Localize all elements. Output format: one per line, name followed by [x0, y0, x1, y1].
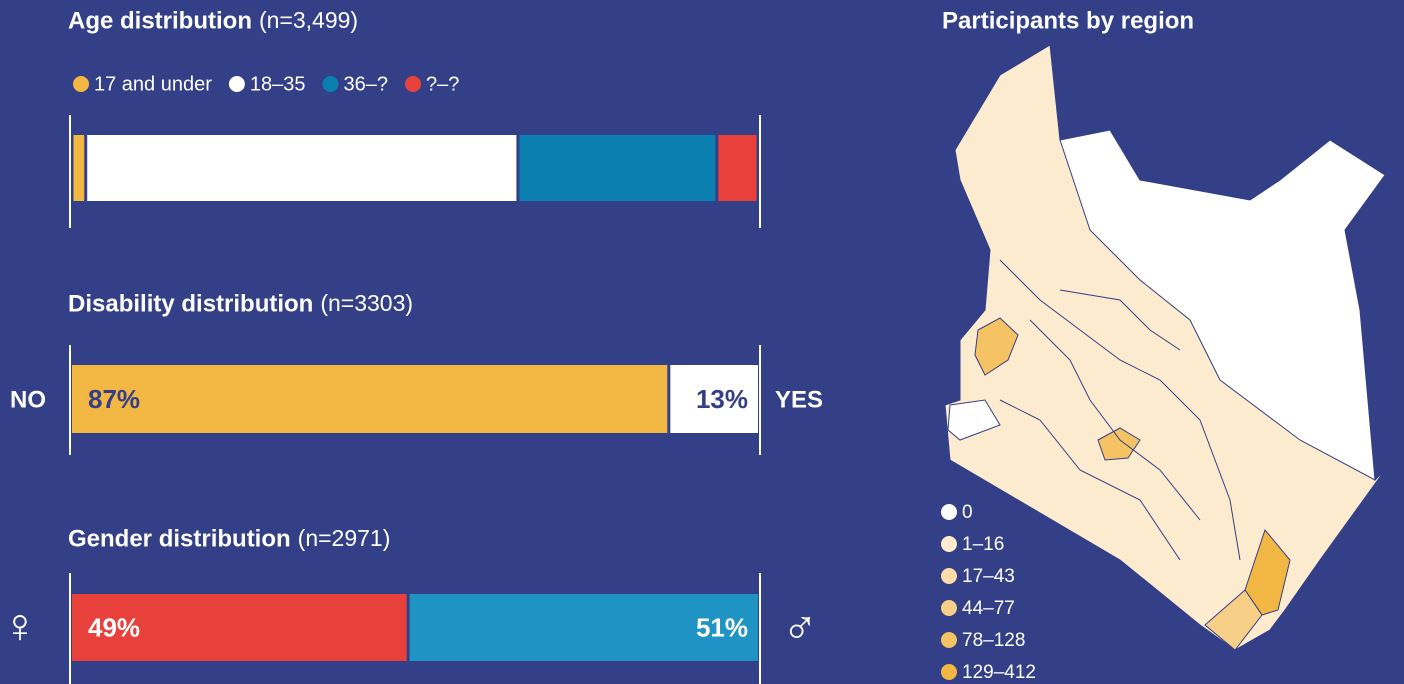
- bar-segment: [72, 594, 407, 661]
- legend-swatch: [941, 600, 957, 616]
- legend-label: 17 and under: [94, 73, 212, 95]
- legend-label: 78–128: [962, 630, 1025, 651]
- chart-title: Age distribution: [68, 7, 252, 34]
- legend-swatch: [322, 76, 339, 92]
- legend-swatch: [941, 536, 957, 552]
- legend-swatch: [941, 504, 957, 520]
- legend-swatch: [941, 632, 957, 648]
- legend-label: 129–412: [962, 662, 1036, 683]
- value-label: 87%: [88, 384, 140, 414]
- kenya-map: [944, 44, 1386, 651]
- map-border: [999, 399, 1181, 561]
- legend-swatch: [405, 76, 422, 92]
- chart-title: Participants by region: [942, 7, 1194, 34]
- chart-subtitle: (n=3303): [320, 290, 413, 316]
- legend-label: 17–43: [962, 566, 1015, 587]
- legend-label: 36–?: [344, 73, 389, 95]
- bar-segment: [519, 135, 716, 201]
- legend-label: 44–77: [962, 598, 1015, 619]
- map-region: [974, 317, 1019, 376]
- map-border: [999, 259, 1241, 561]
- map-border: [1059, 289, 1181, 351]
- chart-title: Disability distribution: [68, 290, 313, 317]
- chart-title: Gender distribution: [68, 525, 291, 552]
- bar-segment: [72, 365, 668, 433]
- legend-label: 1–16: [962, 534, 1004, 555]
- map-region: [1204, 589, 1263, 651]
- legend-swatch: [941, 568, 957, 584]
- legend-label: 18–35: [250, 73, 306, 95]
- bar-segment: [73, 135, 85, 201]
- legend-label: 0: [962, 502, 973, 523]
- category-label: NO: [10, 386, 46, 413]
- bar-segment: [718, 135, 757, 201]
- value-label: 51%: [696, 612, 748, 642]
- value-label: 49%: [88, 612, 140, 642]
- chart-subtitle: (n=2971): [298, 525, 391, 551]
- category-label: ♂: [782, 600, 818, 653]
- legend-swatch: [228, 76, 245, 92]
- bar-segment: [87, 135, 517, 201]
- map-region: [1059, 129, 1386, 481]
- category-label: ♀: [2, 600, 38, 653]
- map-region: [947, 399, 1001, 441]
- map-region: [1097, 427, 1141, 461]
- chart-subtitle: (n=3,499): [259, 7, 358, 33]
- value-label: 13%: [696, 384, 748, 414]
- bar-segment: [409, 594, 758, 661]
- legend-swatch: [941, 664, 957, 680]
- bar-segment: [670, 365, 758, 433]
- map-border: [1029, 319, 1201, 521]
- legend-label: ?–?: [426, 73, 459, 95]
- category-label: YES: [775, 386, 823, 413]
- legend-swatch: [73, 76, 89, 92]
